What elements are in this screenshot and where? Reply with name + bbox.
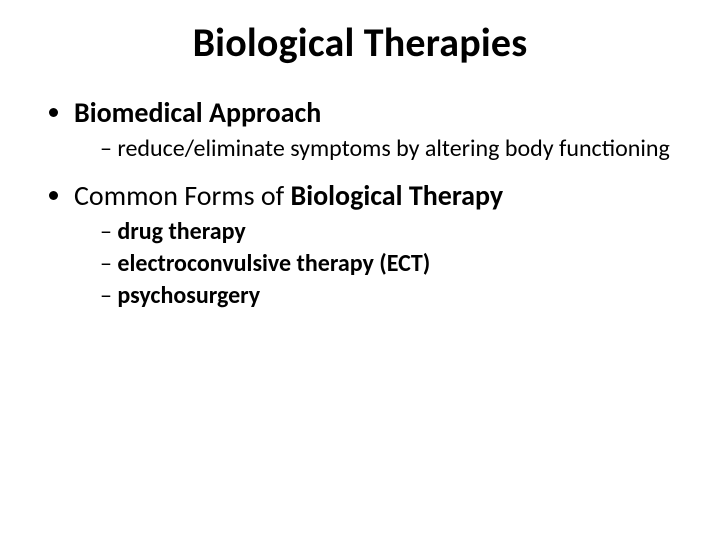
sub-bullet-bold: drug therapy [117, 217, 245, 246]
sub-bullet-prefix: reduce/eliminate symptoms by altering bo… [117, 134, 669, 163]
sub-bullet-item: reduce/eliminate symptoms by altering bo… [100, 134, 680, 164]
sub-bullet-item: psychosurgery [100, 281, 680, 311]
sub-bullet-item: drug therapy [100, 217, 680, 247]
slide: Biological Therapies Biomedical Approach… [0, 0, 720, 540]
bullet-list: Biomedical Approach reduce/eliminate sym… [40, 95, 680, 311]
sub-bullet-list: drug therapy electroconvulsive therapy (… [74, 217, 680, 311]
bullet-item: Common Forms of Biological Therapy drug … [74, 178, 680, 311]
bullet-text-bold: Biological Therapy [291, 178, 504, 213]
sub-bullet-bold: electroconvulsive therapy (ECT) [117, 249, 430, 278]
sub-bullet-bold: psychosurgery [117, 281, 260, 310]
bullet-text-bold: Biomedical Approach [74, 95, 321, 130]
bullet-text-prefix: Common Forms of [74, 178, 291, 213]
sub-bullet-item: electroconvulsive therapy (ECT) [100, 249, 680, 279]
slide-title: Biological Therapies [40, 18, 680, 67]
sub-bullet-list: reduce/eliminate symptoms by altering bo… [74, 134, 680, 164]
bullet-item: Biomedical Approach reduce/eliminate sym… [74, 95, 680, 164]
